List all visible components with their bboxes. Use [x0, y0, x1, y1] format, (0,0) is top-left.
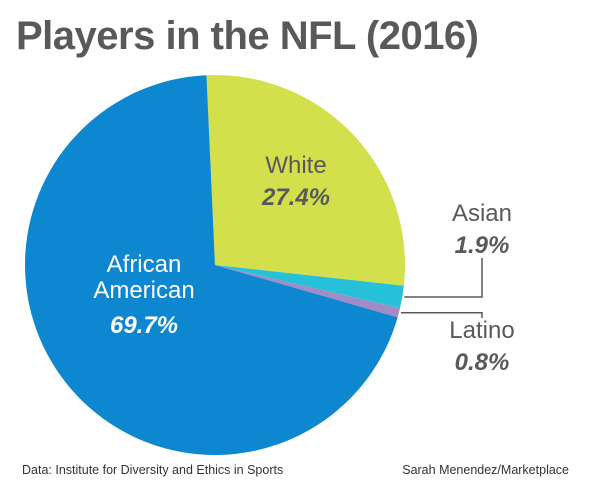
slice-value-white: 27.4% — [261, 184, 330, 211]
credit-note: Sarah Menendez/Marketplace — [402, 463, 569, 477]
source-note: Data: Institute for Diversity and Ethics… — [22, 463, 284, 477]
pie-slice-white — [206, 75, 405, 286]
leader-line-asian — [404, 258, 483, 298]
slice-label-white: White — [265, 152, 326, 179]
pie-slices — [25, 75, 405, 455]
slice-value-latino: 0.8% — [455, 349, 510, 376]
slice-label-asian: Asian — [452, 200, 512, 227]
slice-label-african-american-line2: American — [93, 277, 194, 304]
pie-slice-african-american — [25, 75, 398, 455]
slice-label-african-american-line1: African — [107, 251, 182, 278]
chart-title: Players in the NFL (2016) — [16, 14, 479, 58]
pie-slice-asian — [215, 265, 404, 309]
slice-label-latino: Latino — [449, 317, 514, 344]
leader-line-latino — [400, 312, 483, 318]
leader-lines — [400, 258, 483, 318]
slice-value-asian: 1.9% — [455, 232, 510, 259]
pie-slice-latino — [215, 265, 401, 318]
slice-value-african-american: 69.7% — [110, 312, 178, 339]
